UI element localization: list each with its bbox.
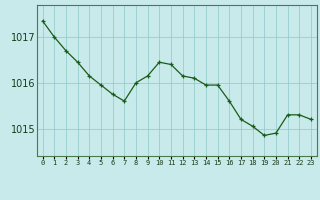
Text: Graphe pression niveau de la mer (hPa): Graphe pression niveau de la mer (hPa) [41, 185, 279, 195]
